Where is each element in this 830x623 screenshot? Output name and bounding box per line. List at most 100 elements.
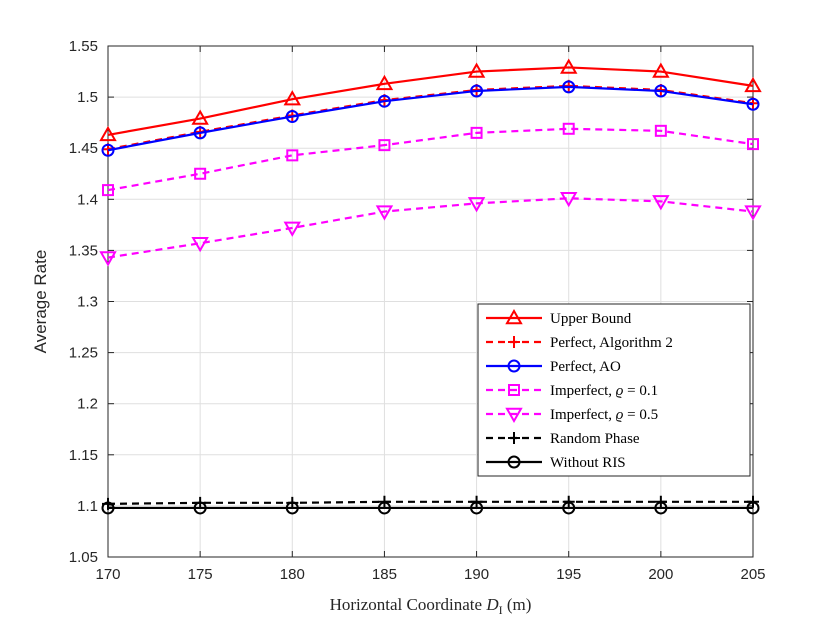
legend-marker <box>508 336 520 348</box>
x-axis-title-symbol: D <box>485 595 499 614</box>
y-axis-title: Average Rate <box>31 250 50 354</box>
data-point <box>747 138 759 151</box>
y-tick-label: 1.45 <box>69 140 98 157</box>
legend-label-symbol: ϱ <box>616 383 624 399</box>
data-point <box>562 501 576 515</box>
data-point <box>191 236 209 253</box>
legend-label-text: Imperfect, <box>550 407 616 423</box>
data-point <box>283 221 302 237</box>
y-tick-label: 1.35 <box>69 242 98 259</box>
data-point <box>654 124 667 137</box>
series-7 <box>101 501 760 515</box>
series-line <box>107 197 754 259</box>
x-tick-label: 180 <box>280 566 305 583</box>
y-tick-label: 1.55 <box>69 38 98 55</box>
y-tick-label: 1.2 <box>77 396 98 413</box>
series-3 <box>101 80 760 157</box>
data-point <box>652 62 670 78</box>
legend-label-symbol: ϱ <box>616 407 624 423</box>
data-point <box>470 501 484 515</box>
series-1 <box>99 58 762 142</box>
legend-label: Perfect, AO <box>550 359 621 375</box>
data-point <box>470 126 483 139</box>
data-point <box>285 110 299 124</box>
legend-label-text: Imperfect, <box>550 383 616 399</box>
legend-label-suffix: = 0.5 <box>623 407 658 423</box>
legend-entry: Without RIS <box>486 455 626 471</box>
data-point <box>194 167 207 180</box>
data-point <box>652 195 670 211</box>
data-point <box>559 58 578 74</box>
data-point <box>744 76 762 93</box>
legend-marker <box>505 308 523 325</box>
x-tick-label: 200 <box>648 566 673 583</box>
y-tick-label: 1.15 <box>69 447 98 464</box>
series-line <box>107 127 754 192</box>
data-point <box>377 94 391 108</box>
series-4 <box>102 122 759 197</box>
data-point <box>101 143 115 157</box>
data-point <box>562 122 575 135</box>
data-point <box>654 501 668 515</box>
y-tick-label: 1.4 <box>77 191 98 208</box>
x-axis-title-text: Horizontal Coordinate <box>330 595 487 614</box>
legend-entry: Perfect, AO <box>486 359 621 375</box>
series-5 <box>99 192 762 267</box>
legend-label-text: Perfect, AO <box>550 359 621 375</box>
legend-label: Random Phase <box>550 431 640 447</box>
data-point <box>470 84 484 98</box>
data-point <box>193 501 207 515</box>
x-tick-label: 205 <box>740 566 765 583</box>
data-point <box>654 84 668 98</box>
legend-label-text: Random Phase <box>550 431 640 447</box>
legend-marker <box>505 407 523 424</box>
legend-label: Perfect, Algorithm 2 <box>550 335 673 351</box>
series-group <box>99 58 762 515</box>
data-point <box>99 125 117 142</box>
legend-marker <box>507 359 521 373</box>
legend: Upper Bound Perfect, Algorithm 2 Perfect, … <box>477 303 751 477</box>
x-axis-title: Horizontal Coordinate DI (m) <box>330 595 532 617</box>
x-tick-label: 190 <box>464 566 489 583</box>
legend-label: Without RIS <box>550 455 626 471</box>
legend-label: Imperfect, ϱ = 0.1 <box>550 383 658 399</box>
data-point <box>191 109 209 125</box>
legend-entry: Imperfect, ϱ = 0.5 <box>486 407 658 424</box>
x-tick-label: 195 <box>556 566 581 583</box>
y-tick-label: 1.1 <box>77 498 98 515</box>
data-point <box>285 501 299 515</box>
x-tick-label: 185 <box>372 566 397 583</box>
data-point <box>286 149 299 162</box>
data-point <box>375 74 394 91</box>
legend-marker <box>508 384 520 396</box>
data-point <box>375 205 394 221</box>
data-point <box>559 192 578 208</box>
legend-marker <box>507 455 521 469</box>
data-point <box>562 80 576 94</box>
legend-label: Imperfect, ϱ = 0.5 <box>550 407 658 423</box>
data-point <box>99 251 117 267</box>
data-point <box>467 197 486 213</box>
legend-label-text: Perfect, Algorithm 2 <box>550 335 673 351</box>
data-point <box>193 126 207 140</box>
data-point <box>467 62 486 78</box>
legend-label-suffix: = 0.1 <box>623 383 658 399</box>
legend-label-text: Without RIS <box>550 455 626 471</box>
y-tick-label: 1.5 <box>77 89 98 106</box>
legend-marker <box>508 432 520 444</box>
data-point <box>377 501 391 515</box>
data-point <box>746 501 760 515</box>
data-point <box>744 205 762 221</box>
legend-entry: Upper Bound <box>486 308 632 327</box>
legend-label-text: Upper Bound <box>550 311 632 327</box>
axis-ticks: 1.05 1.1 1.15 1.2 1.25 1.3 1.35 1.4 1.45 1.5 1.55 1… <box>69 38 766 583</box>
y-tick-label: 1.05 <box>69 549 98 566</box>
y-tick-label: 1.25 <box>69 345 98 362</box>
legend-label: Upper Bound <box>550 311 632 327</box>
data-point <box>378 139 391 152</box>
x-axis-title-subscript: I <box>499 603 503 617</box>
legend-entry: Perfect, Algorithm 2 <box>486 335 673 351</box>
legend-entry: Random Phase <box>486 431 640 447</box>
x-tick-label: 170 <box>95 566 120 583</box>
x-tick-label: 175 <box>188 566 213 583</box>
